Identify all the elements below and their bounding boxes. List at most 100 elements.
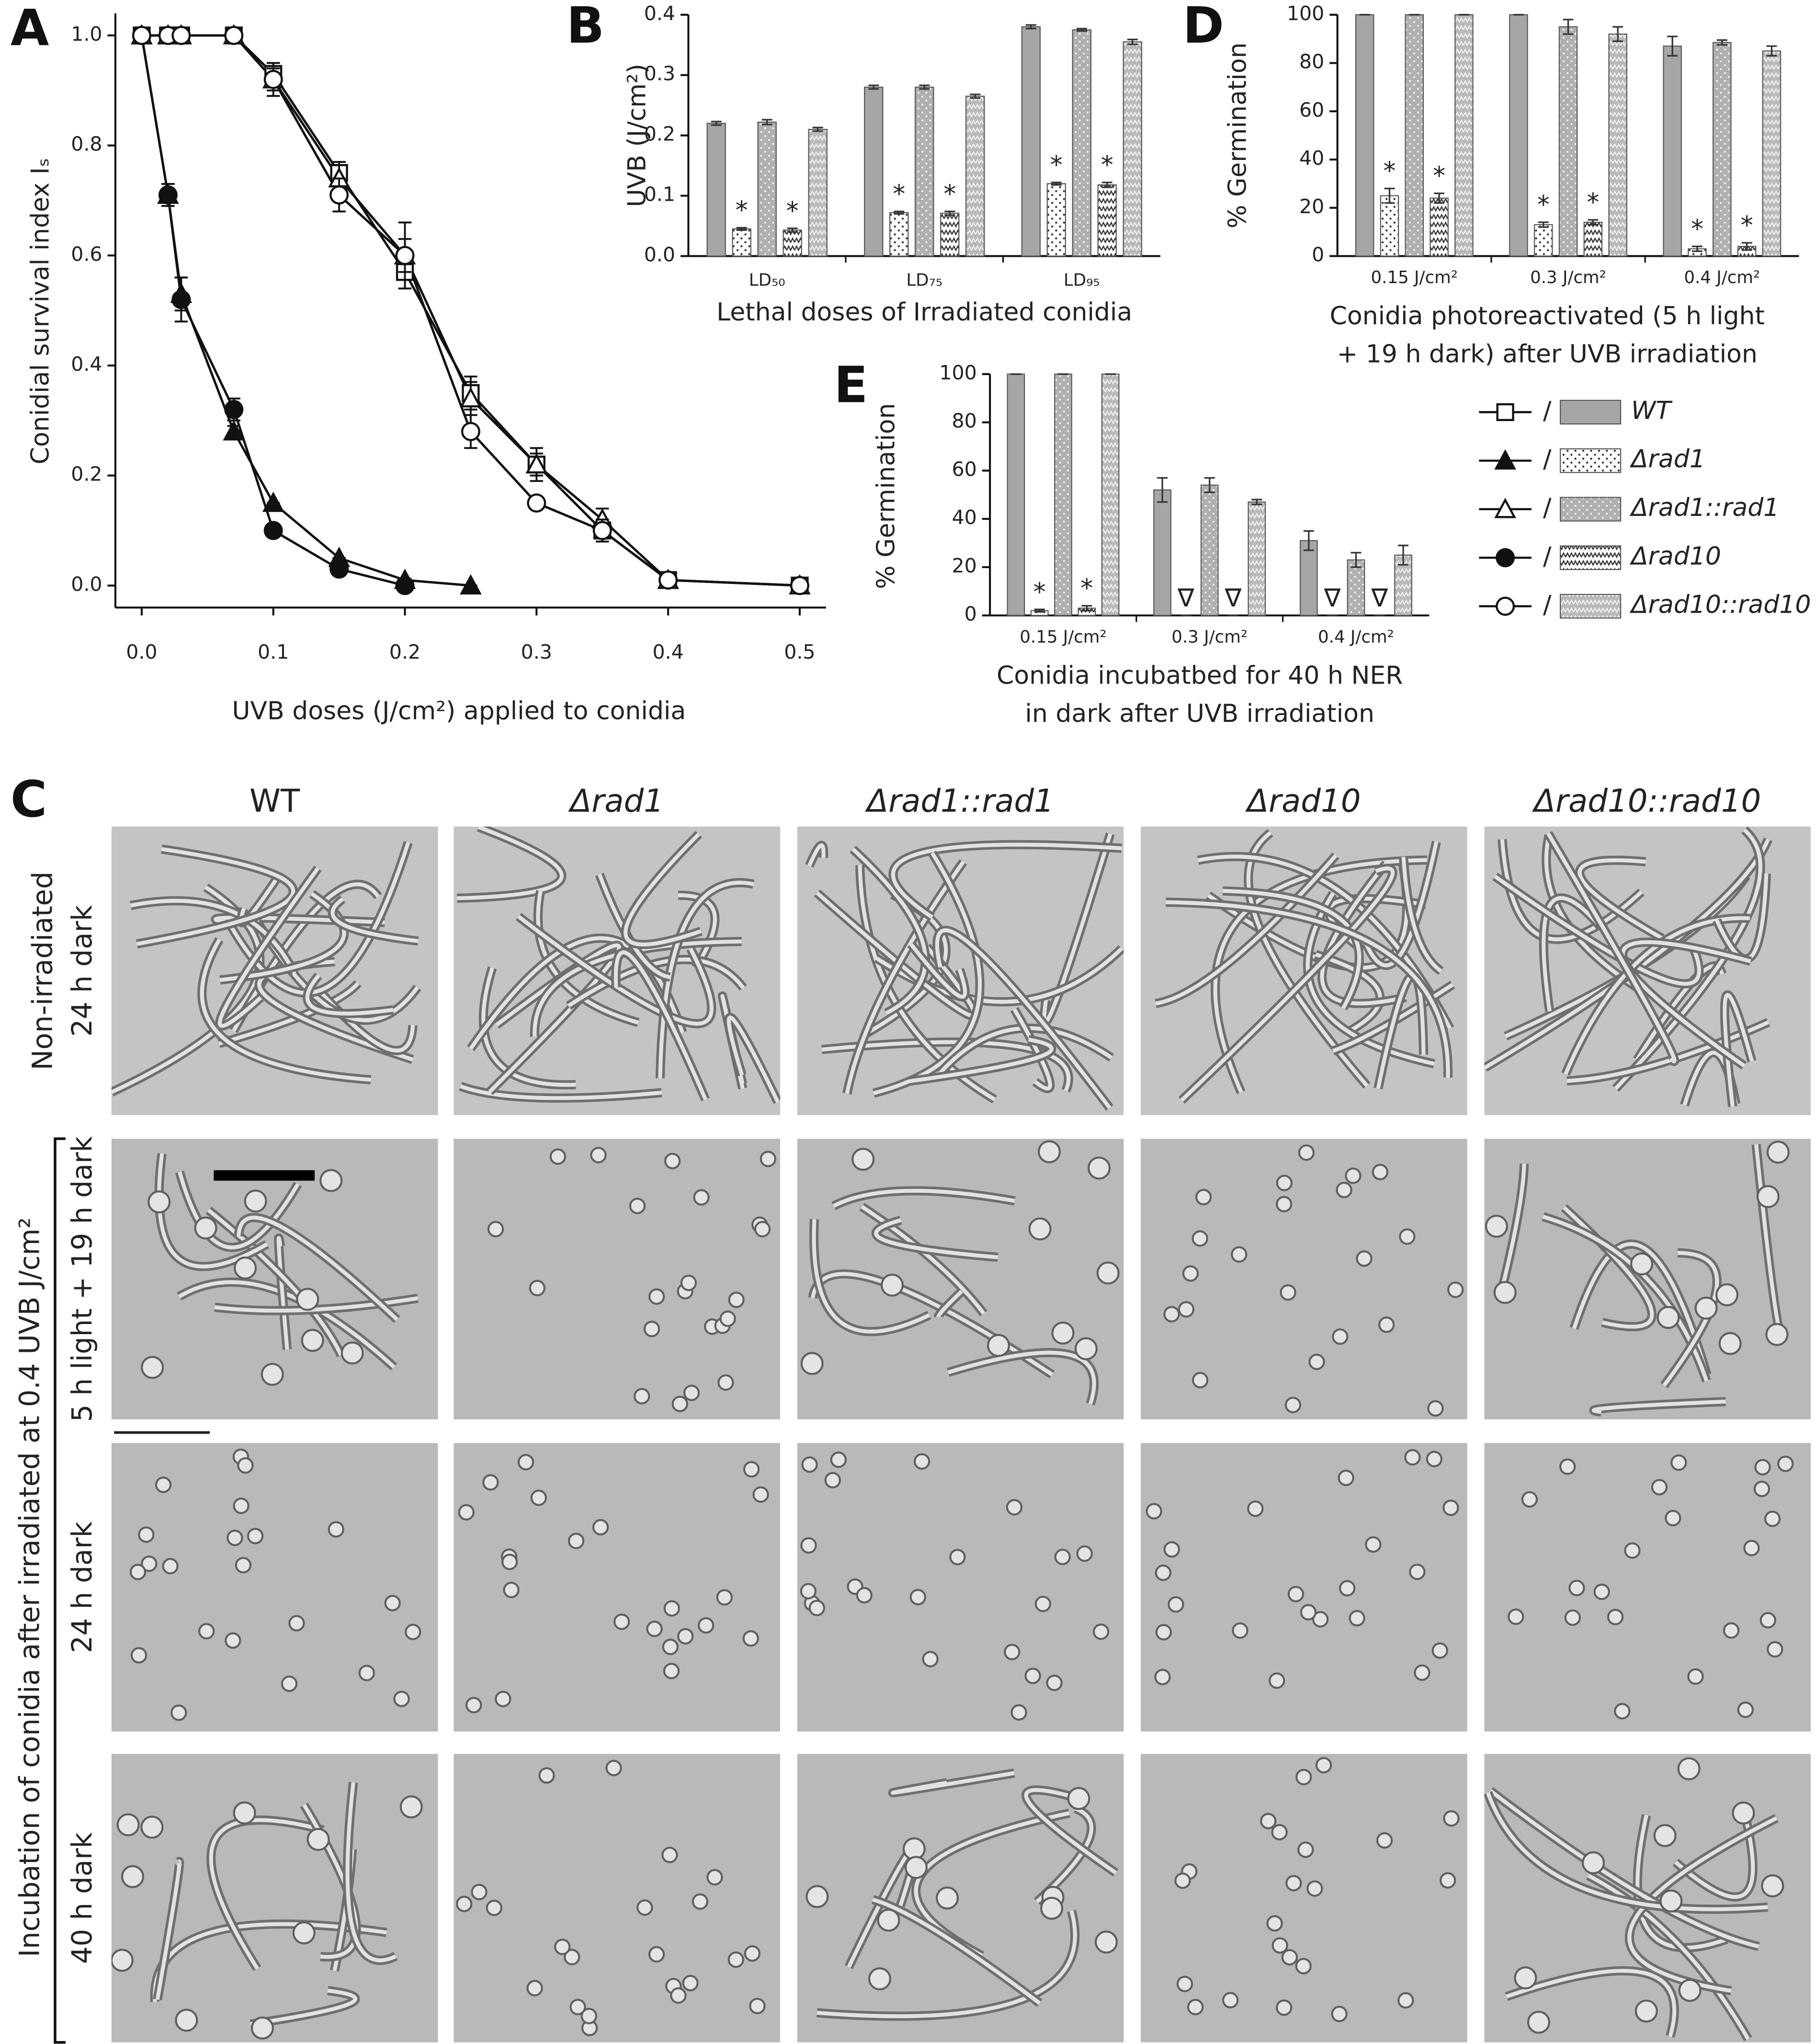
conidium bbox=[1284, 1396, 1302, 1414]
conidium bbox=[590, 1147, 607, 1164]
marker bbox=[263, 69, 283, 89]
legend-label: Δrad10::rad10 bbox=[1629, 591, 1811, 619]
hypha-core bbox=[136, 847, 295, 946]
conidium bbox=[138, 1526, 155, 1543]
conidium bbox=[1096, 1261, 1120, 1285]
conidium bbox=[1295, 1769, 1312, 1785]
conidium bbox=[1222, 1992, 1239, 2009]
hypha-core bbox=[909, 943, 967, 999]
marker bbox=[263, 521, 283, 540]
hypha-core bbox=[1012, 1008, 1052, 1091]
hypha-core bbox=[1662, 1251, 1719, 1387]
conidium bbox=[1276, 1175, 1293, 1191]
conidium bbox=[1765, 1323, 1789, 1346]
legend-label: Δrad10 bbox=[1629, 542, 1721, 571]
marker bbox=[171, 25, 191, 45]
conidium bbox=[913, 1453, 931, 1470]
conidium bbox=[1514, 1966, 1537, 1989]
micrograph bbox=[1140, 1139, 1467, 1420]
marker bbox=[460, 387, 482, 408]
y-tick-label: 0 bbox=[1312, 243, 1324, 266]
legend-separator: / bbox=[1543, 591, 1552, 619]
legend-marker bbox=[1494, 449, 1516, 470]
conidium bbox=[1046, 1674, 1063, 1691]
conidium bbox=[261, 1363, 284, 1386]
micrograph bbox=[1140, 1754, 1467, 2043]
row-label: 40 h dark bbox=[66, 1832, 98, 1964]
micrograph-bg bbox=[454, 1754, 781, 2043]
marker bbox=[262, 491, 284, 512]
conidium bbox=[1670, 1454, 1687, 1471]
x-tick-label: LD₉₅ bbox=[1064, 271, 1100, 290]
conidium bbox=[130, 1647, 148, 1664]
conidium bbox=[155, 1476, 172, 1493]
marker bbox=[461, 422, 480, 441]
hypha-core bbox=[938, 1026, 1113, 1075]
annotation: * bbox=[736, 196, 748, 225]
hypha-core bbox=[469, 936, 684, 1050]
conidium bbox=[1427, 1400, 1444, 1417]
conidium bbox=[405, 1623, 421, 1640]
y-tick-label: 0.0 bbox=[644, 243, 675, 266]
micrograph bbox=[454, 1139, 781, 1420]
conidium bbox=[1297, 1841, 1314, 1858]
conidium bbox=[682, 1975, 699, 1991]
conidium bbox=[1718, 1332, 1742, 1355]
annotation: ∇ bbox=[1225, 584, 1242, 613]
conidium bbox=[1074, 1337, 1098, 1360]
conidium bbox=[292, 1921, 316, 1944]
bar bbox=[808, 128, 828, 257]
conidium bbox=[1332, 1328, 1349, 1345]
conidium bbox=[141, 1555, 158, 1572]
conidium bbox=[1677, 1757, 1701, 1781]
conidium bbox=[717, 1374, 734, 1391]
conidium bbox=[643, 1321, 660, 1337]
conidium bbox=[1521, 1491, 1538, 1508]
legend-marker bbox=[1496, 548, 1515, 568]
x-tick-label: 0.15 J/cm² bbox=[1020, 627, 1107, 647]
hypha-core bbox=[1364, 841, 1439, 968]
row-label: 24 h dark bbox=[66, 905, 98, 1037]
hypha-core bbox=[678, 893, 717, 969]
conidium bbox=[1276, 1999, 1293, 2016]
conidium bbox=[580, 2008, 597, 2024]
conidium bbox=[1182, 1265, 1199, 1282]
conidium bbox=[693, 1189, 710, 1206]
annotation: * bbox=[1383, 157, 1396, 186]
hypha-core bbox=[1494, 875, 1701, 986]
conidium bbox=[194, 1216, 217, 1240]
conidium bbox=[1192, 1230, 1208, 1247]
conidium bbox=[1276, 1196, 1293, 1212]
hypha-core bbox=[613, 950, 707, 1100]
conidium bbox=[648, 1946, 665, 1963]
conidium bbox=[1038, 1140, 1061, 1164]
conidium bbox=[987, 1334, 1010, 1357]
hypha-core bbox=[726, 1015, 780, 1103]
y-tick-label: 0.2 bbox=[644, 123, 675, 146]
x-tick-label: 0.1 bbox=[258, 640, 289, 663]
y-axis-label: % Germination bbox=[1223, 43, 1252, 228]
conidium bbox=[1338, 1470, 1354, 1486]
conidium bbox=[1176, 1975, 1193, 1992]
conidium bbox=[800, 1537, 817, 1554]
conidium bbox=[1754, 1459, 1771, 1476]
conidium bbox=[458, 1504, 475, 1521]
hypha-core bbox=[229, 842, 410, 995]
bar bbox=[732, 228, 751, 257]
bar bbox=[1762, 50, 1782, 257]
x-tick-label: 0.3 J/cm² bbox=[1171, 627, 1248, 647]
micrograph bbox=[454, 1443, 781, 1732]
micrograph bbox=[1484, 1139, 1811, 1420]
conidium bbox=[905, 1856, 928, 1879]
conidium bbox=[1404, 1449, 1421, 1466]
bar bbox=[1248, 501, 1266, 616]
hypha-core bbox=[1213, 858, 1428, 1093]
y-tick-label: 80 bbox=[952, 410, 977, 433]
panel-letter: B bbox=[567, 0, 604, 55]
conidium bbox=[716, 1589, 733, 1606]
conidium bbox=[288, 1615, 305, 1632]
micrograph bbox=[454, 1754, 781, 2043]
conidium bbox=[1485, 1214, 1508, 1238]
hypha-core bbox=[817, 1910, 1077, 2019]
micrograph bbox=[1484, 1443, 1811, 1732]
